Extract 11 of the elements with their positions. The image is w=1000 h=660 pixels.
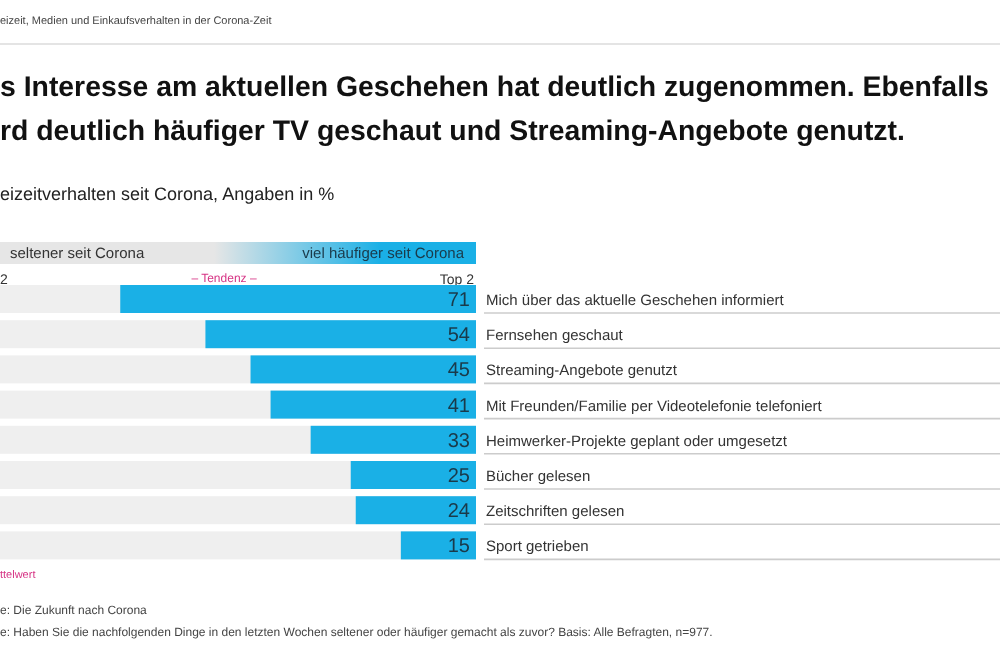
data-label: 24 bbox=[447, 501, 471, 524]
data-label: 41 bbox=[447, 395, 471, 418]
bar bbox=[400, 531, 476, 560]
data-label: 71 bbox=[447, 290, 471, 312]
data-label: 45 bbox=[447, 360, 471, 383]
chart-title: s Interesse am aktuellen Geschehen hat deutlich zugenommen. Ebenfalls rd deutlich häufiger TV geschaut und Streaming-Angebote genutzt. bbox=[0, 72, 989, 148]
chart-subtitle: eizeitverhalten seit Corona, Angaben in % bbox=[0, 184, 335, 204]
data-label: 54 bbox=[447, 325, 471, 348]
data-label: 25 bbox=[447, 466, 471, 488]
data-label: 15 bbox=[447, 536, 471, 559]
data-label: 33 bbox=[447, 430, 471, 453]
